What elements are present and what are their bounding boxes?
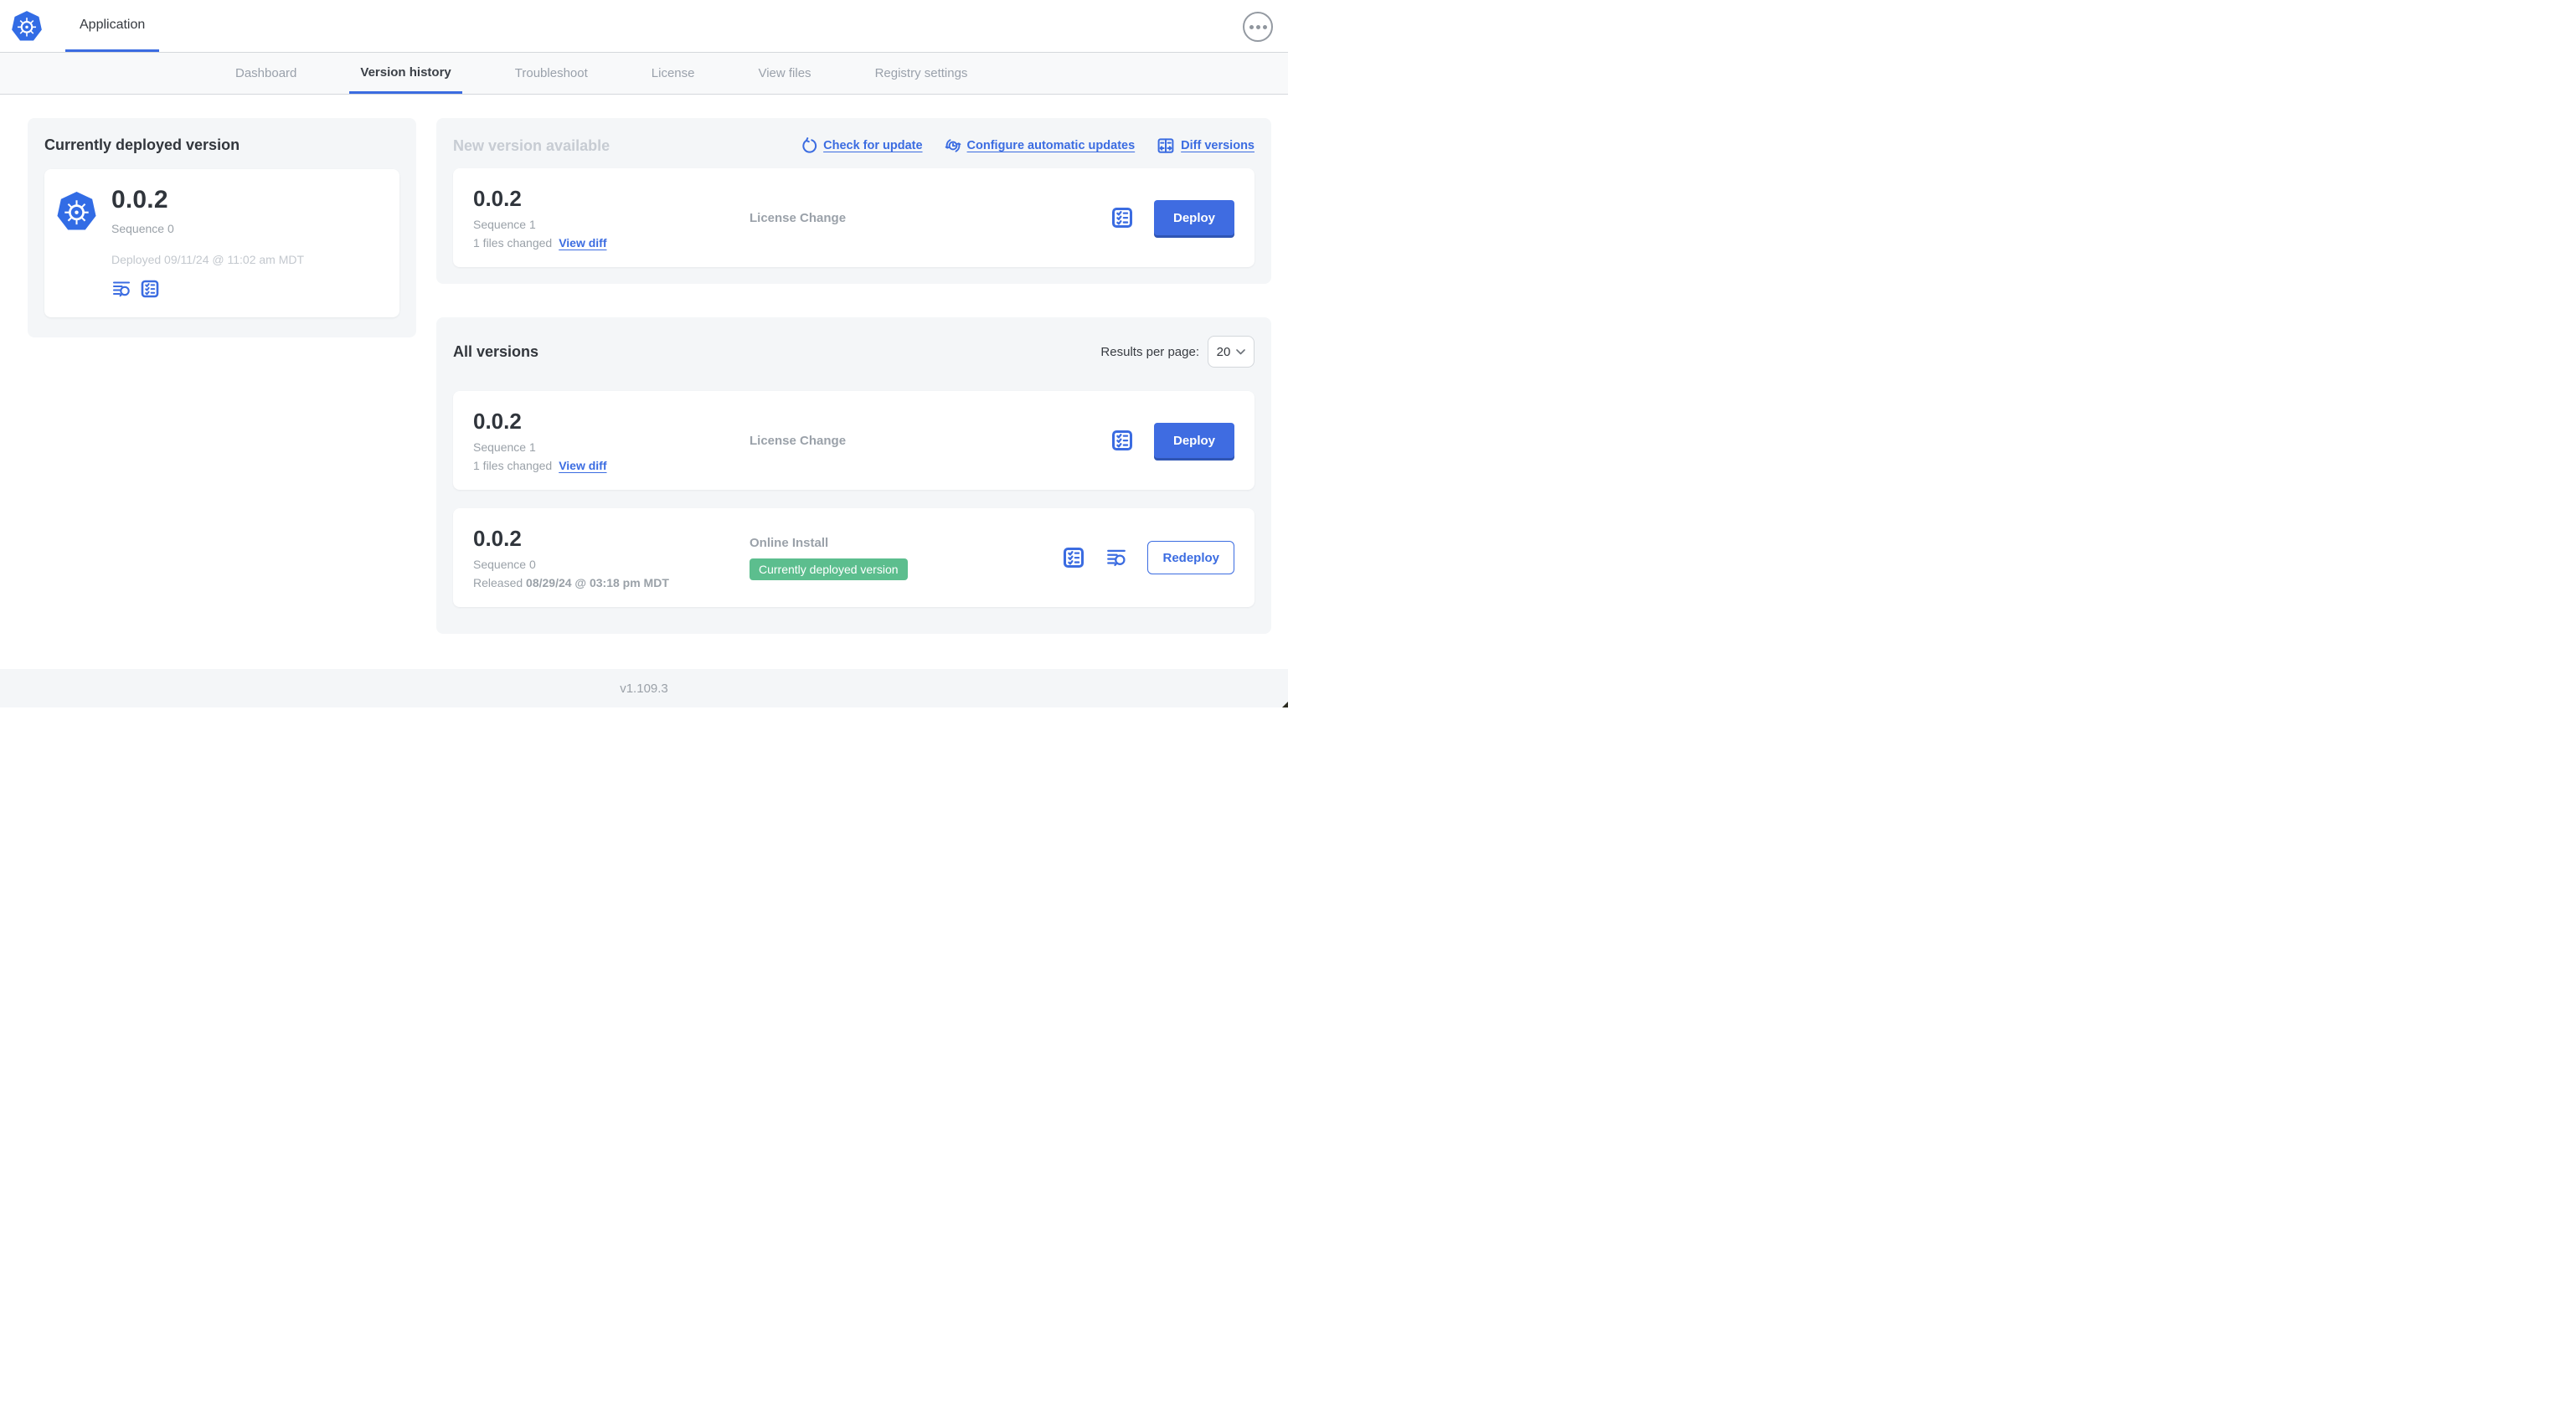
all-versions-panel: All versions Results per page: 20 0.0.2 … xyxy=(436,317,1271,634)
all-versions-title: All versions xyxy=(453,342,539,360)
preflight-checks-button[interactable] xyxy=(1110,429,1134,452)
deployed-version-card: 0.0.2 Sequence 0 Deployed 09/11/24 @ 11:… xyxy=(44,169,399,317)
results-per-page-select[interactable]: 20 xyxy=(1208,336,1255,368)
view-logs-icon xyxy=(112,281,131,297)
view-diff-link[interactable]: View diff xyxy=(559,459,607,472)
tab-view-files[interactable]: View files xyxy=(758,66,811,80)
check-for-update-link[interactable]: Check for update xyxy=(801,137,923,154)
version-number: 0.0.2 xyxy=(473,526,522,551)
configure-automatic-updates-link[interactable]: Configure automatic updates xyxy=(945,137,1135,154)
preflight-checks-button[interactable] xyxy=(1110,206,1134,229)
version-number: 0.0.2 xyxy=(473,186,522,211)
version-sequence: Sequence 1 xyxy=(473,218,536,231)
currently-deployed-title: Currently deployed version xyxy=(44,136,240,153)
tab-license[interactable]: License xyxy=(651,66,695,80)
tab-dashboard[interactable]: Dashboard xyxy=(235,66,297,80)
redeploy-button[interactable]: Redeploy xyxy=(1147,541,1234,574)
version-sequence: Sequence 0 xyxy=(473,558,536,571)
topbar: Application xyxy=(0,0,1288,53)
more-options-button[interactable] xyxy=(1243,12,1273,42)
files-changed: 1 files changed xyxy=(473,459,553,472)
deployed-version-number: 0.0.2 xyxy=(111,186,168,214)
results-per-page-label: Results per page: xyxy=(1100,344,1199,359)
cursor-artifact xyxy=(1282,702,1288,708)
view-logs-button[interactable] xyxy=(1105,547,1127,569)
kubernetes-app-icon xyxy=(56,190,97,231)
tab-troubleshoot[interactable]: Troubleshoot xyxy=(514,66,588,80)
kubernetes-logo-icon xyxy=(11,10,43,42)
checklist-icon xyxy=(1064,547,1084,569)
version-source: License Change xyxy=(750,210,847,225)
auto-update-icon xyxy=(945,139,961,152)
files-changed: 1 files changed xyxy=(473,236,553,250)
view-logs-icon xyxy=(1107,549,1126,567)
version-source: Online Install xyxy=(750,535,829,550)
checklist-icon xyxy=(141,280,159,298)
deploy-button[interactable]: Deploy xyxy=(1153,423,1234,458)
ellipsis-icon xyxy=(1249,24,1254,29)
deployed-sequence: Sequence 0 xyxy=(111,222,174,235)
tab-version-history[interactable]: Version history xyxy=(349,53,462,94)
app-nav: Dashboard Version history Troubleshoot L… xyxy=(0,53,1288,95)
app-tab[interactable]: Application xyxy=(65,0,160,52)
version-sequence: Sequence 1 xyxy=(473,440,536,454)
footer: v1.109.3 xyxy=(0,669,1288,708)
preflight-checks-button[interactable] xyxy=(140,279,160,299)
preflight-checks-button[interactable] xyxy=(1062,546,1085,569)
diff-versions-link[interactable]: Diff versions xyxy=(1157,136,1255,155)
new-version-title: New version available xyxy=(453,136,611,154)
view-diff-link[interactable]: View diff xyxy=(559,236,607,250)
diff-icon xyxy=(1157,138,1174,153)
version-row: 0.0.2 Sequence 1 1 files changed View di… xyxy=(453,391,1255,490)
deploy-button[interactable]: Deploy xyxy=(1153,200,1234,235)
new-version-panel: New version available Check for update C… xyxy=(436,118,1271,284)
console-version: v1.109.3 xyxy=(620,681,668,696)
tab-registry-settings[interactable]: Registry settings xyxy=(874,66,968,80)
version-source: License Change xyxy=(750,433,847,448)
new-version-row: 0.0.2 Sequence 1 1 files changed View di… xyxy=(453,168,1255,267)
checklist-icon xyxy=(1111,207,1133,229)
kots-admin-console: Application Dashboard Version history Tr… xyxy=(0,0,1288,708)
currently-deployed-badge: Currently deployed version xyxy=(750,558,908,580)
app-tab-label: Application xyxy=(80,17,146,32)
version-number: 0.0.2 xyxy=(473,409,522,434)
main-content: Currently deployed version 0.0.2 Sequenc… xyxy=(0,95,1288,634)
released-label: Released xyxy=(473,576,523,589)
currently-deployed-panel: Currently deployed version 0.0.2 Sequenc… xyxy=(28,118,416,337)
view-logs-button[interactable] xyxy=(111,279,131,299)
released-timestamp: 08/29/24 @ 03:18 pm MDT xyxy=(526,576,669,589)
checklist-icon xyxy=(1111,430,1133,451)
refresh-icon xyxy=(802,137,817,153)
version-row: 0.0.2 Sequence 0 Released 08/29/24 @ 03:… xyxy=(453,508,1255,607)
chevron-down-icon xyxy=(1236,348,1246,354)
deployed-timestamp: Deployed 09/11/24 @ 11:02 am MDT xyxy=(111,253,305,266)
